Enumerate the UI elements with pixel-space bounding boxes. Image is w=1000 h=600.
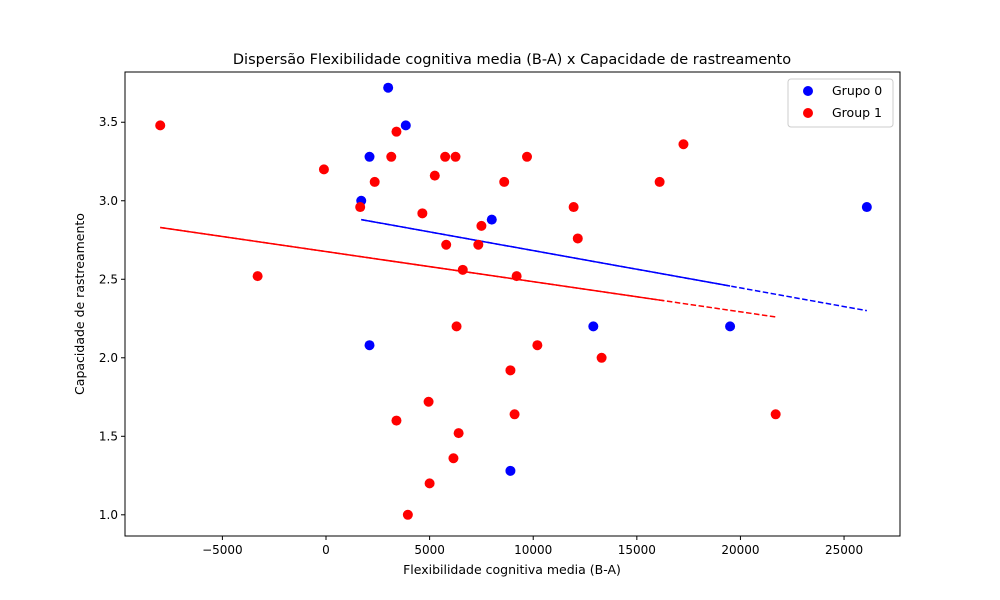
data-point-series-1-23 xyxy=(505,365,516,376)
data-point-series-0-9 xyxy=(505,465,516,476)
data-point-series-1-27 xyxy=(532,340,543,351)
data-point-series-1-15 xyxy=(448,453,459,464)
data-point-series-1-18 xyxy=(453,428,464,439)
x-tick-label: 10000 xyxy=(514,543,552,557)
data-point-series-1-24 xyxy=(509,409,520,420)
data-point-series-1-13 xyxy=(440,151,451,162)
data-point-series-1-11 xyxy=(424,478,435,489)
data-point-series-1-19 xyxy=(457,264,468,275)
legend-marker-group-1 xyxy=(803,108,813,118)
data-point-series-0-1 xyxy=(400,120,411,131)
data-point-series-1-28 xyxy=(568,202,579,213)
data-point-series-1-6 xyxy=(391,126,402,137)
data-point-series-1-3 xyxy=(355,202,366,213)
x-tick-label: 15000 xyxy=(618,543,656,557)
y-tick-label: 3.0 xyxy=(99,194,118,208)
data-point-series-1-29 xyxy=(572,233,583,244)
x-axis: −5000 0 5000 10000 15000 20000 25000 xyxy=(202,536,863,557)
data-point-series-1-26 xyxy=(522,151,533,162)
legend-marker-grupo-0 xyxy=(803,86,813,96)
x-tick-label: 5000 xyxy=(414,543,445,557)
trend-line-dashed-series-0 xyxy=(361,218,867,312)
chart-title: Dispersão Flexibilidade cognitiva media … xyxy=(233,52,791,68)
legend-box xyxy=(787,78,894,128)
y-tick-label: 3.5 xyxy=(99,115,118,129)
data-point-series-1-31 xyxy=(654,176,665,187)
data-point-series-1-25 xyxy=(511,271,522,282)
legend-label-grupo-0: Grupo 0 xyxy=(832,83,882,98)
data-point-series-1-9 xyxy=(417,208,428,219)
data-point-series-1-0 xyxy=(155,120,166,131)
data-point-series-1-17 xyxy=(451,321,462,332)
data-point-series-0-0 xyxy=(383,82,394,93)
x-axis-label: Flexibilidade cognitiva media (B-A) xyxy=(403,562,621,577)
x-tick-label: −5000 xyxy=(202,543,243,557)
plot-frame xyxy=(124,71,901,537)
y-axis-label: Capacidade de rastreamento xyxy=(72,213,87,395)
y-axis: 1.0 1.5 2.0 2.5 3.0 3.5 xyxy=(99,115,125,522)
data-point-series-0-7 xyxy=(588,321,599,332)
data-point-series-0-5 xyxy=(861,202,872,213)
data-point-series-1-22 xyxy=(499,176,510,187)
plot-area xyxy=(155,82,872,520)
y-tick-label: 1.5 xyxy=(99,429,118,443)
data-point-series-1-8 xyxy=(402,509,413,520)
data-point-series-1-10 xyxy=(423,396,434,407)
data-point-series-1-4 xyxy=(369,176,380,187)
y-tick-label: 2.0 xyxy=(99,351,118,365)
data-point-series-1-12 xyxy=(429,170,440,181)
data-point-series-1-16 xyxy=(450,151,461,162)
x-tick-label: 25000 xyxy=(825,543,863,557)
data-point-series-0-4 xyxy=(486,214,497,225)
data-point-series-1-33 xyxy=(770,409,781,420)
legend-label-group-1: Group 1 xyxy=(832,105,882,120)
data-point-series-1-30 xyxy=(596,352,607,363)
data-point-series-1-20 xyxy=(473,239,484,250)
data-point-series-1-1 xyxy=(252,271,263,282)
y-tick-label: 2.5 xyxy=(99,272,118,286)
data-point-series-1-5 xyxy=(386,151,397,162)
data-point-series-1-7 xyxy=(391,415,402,426)
x-tick-label: 20000 xyxy=(721,543,759,557)
y-tick-label: 1.0 xyxy=(99,508,118,522)
data-point-series-1-32 xyxy=(678,139,689,150)
data-point-series-0-6 xyxy=(364,340,375,351)
legend: Grupo 0 Group 1 xyxy=(787,78,894,128)
data-point-series-1-14 xyxy=(441,239,452,250)
data-point-series-1-2 xyxy=(318,164,329,175)
data-point-series-0-2 xyxy=(364,151,375,162)
x-tick-label: 0 xyxy=(322,543,330,557)
data-point-series-1-21 xyxy=(476,220,487,231)
data-point-series-0-8 xyxy=(725,321,736,332)
